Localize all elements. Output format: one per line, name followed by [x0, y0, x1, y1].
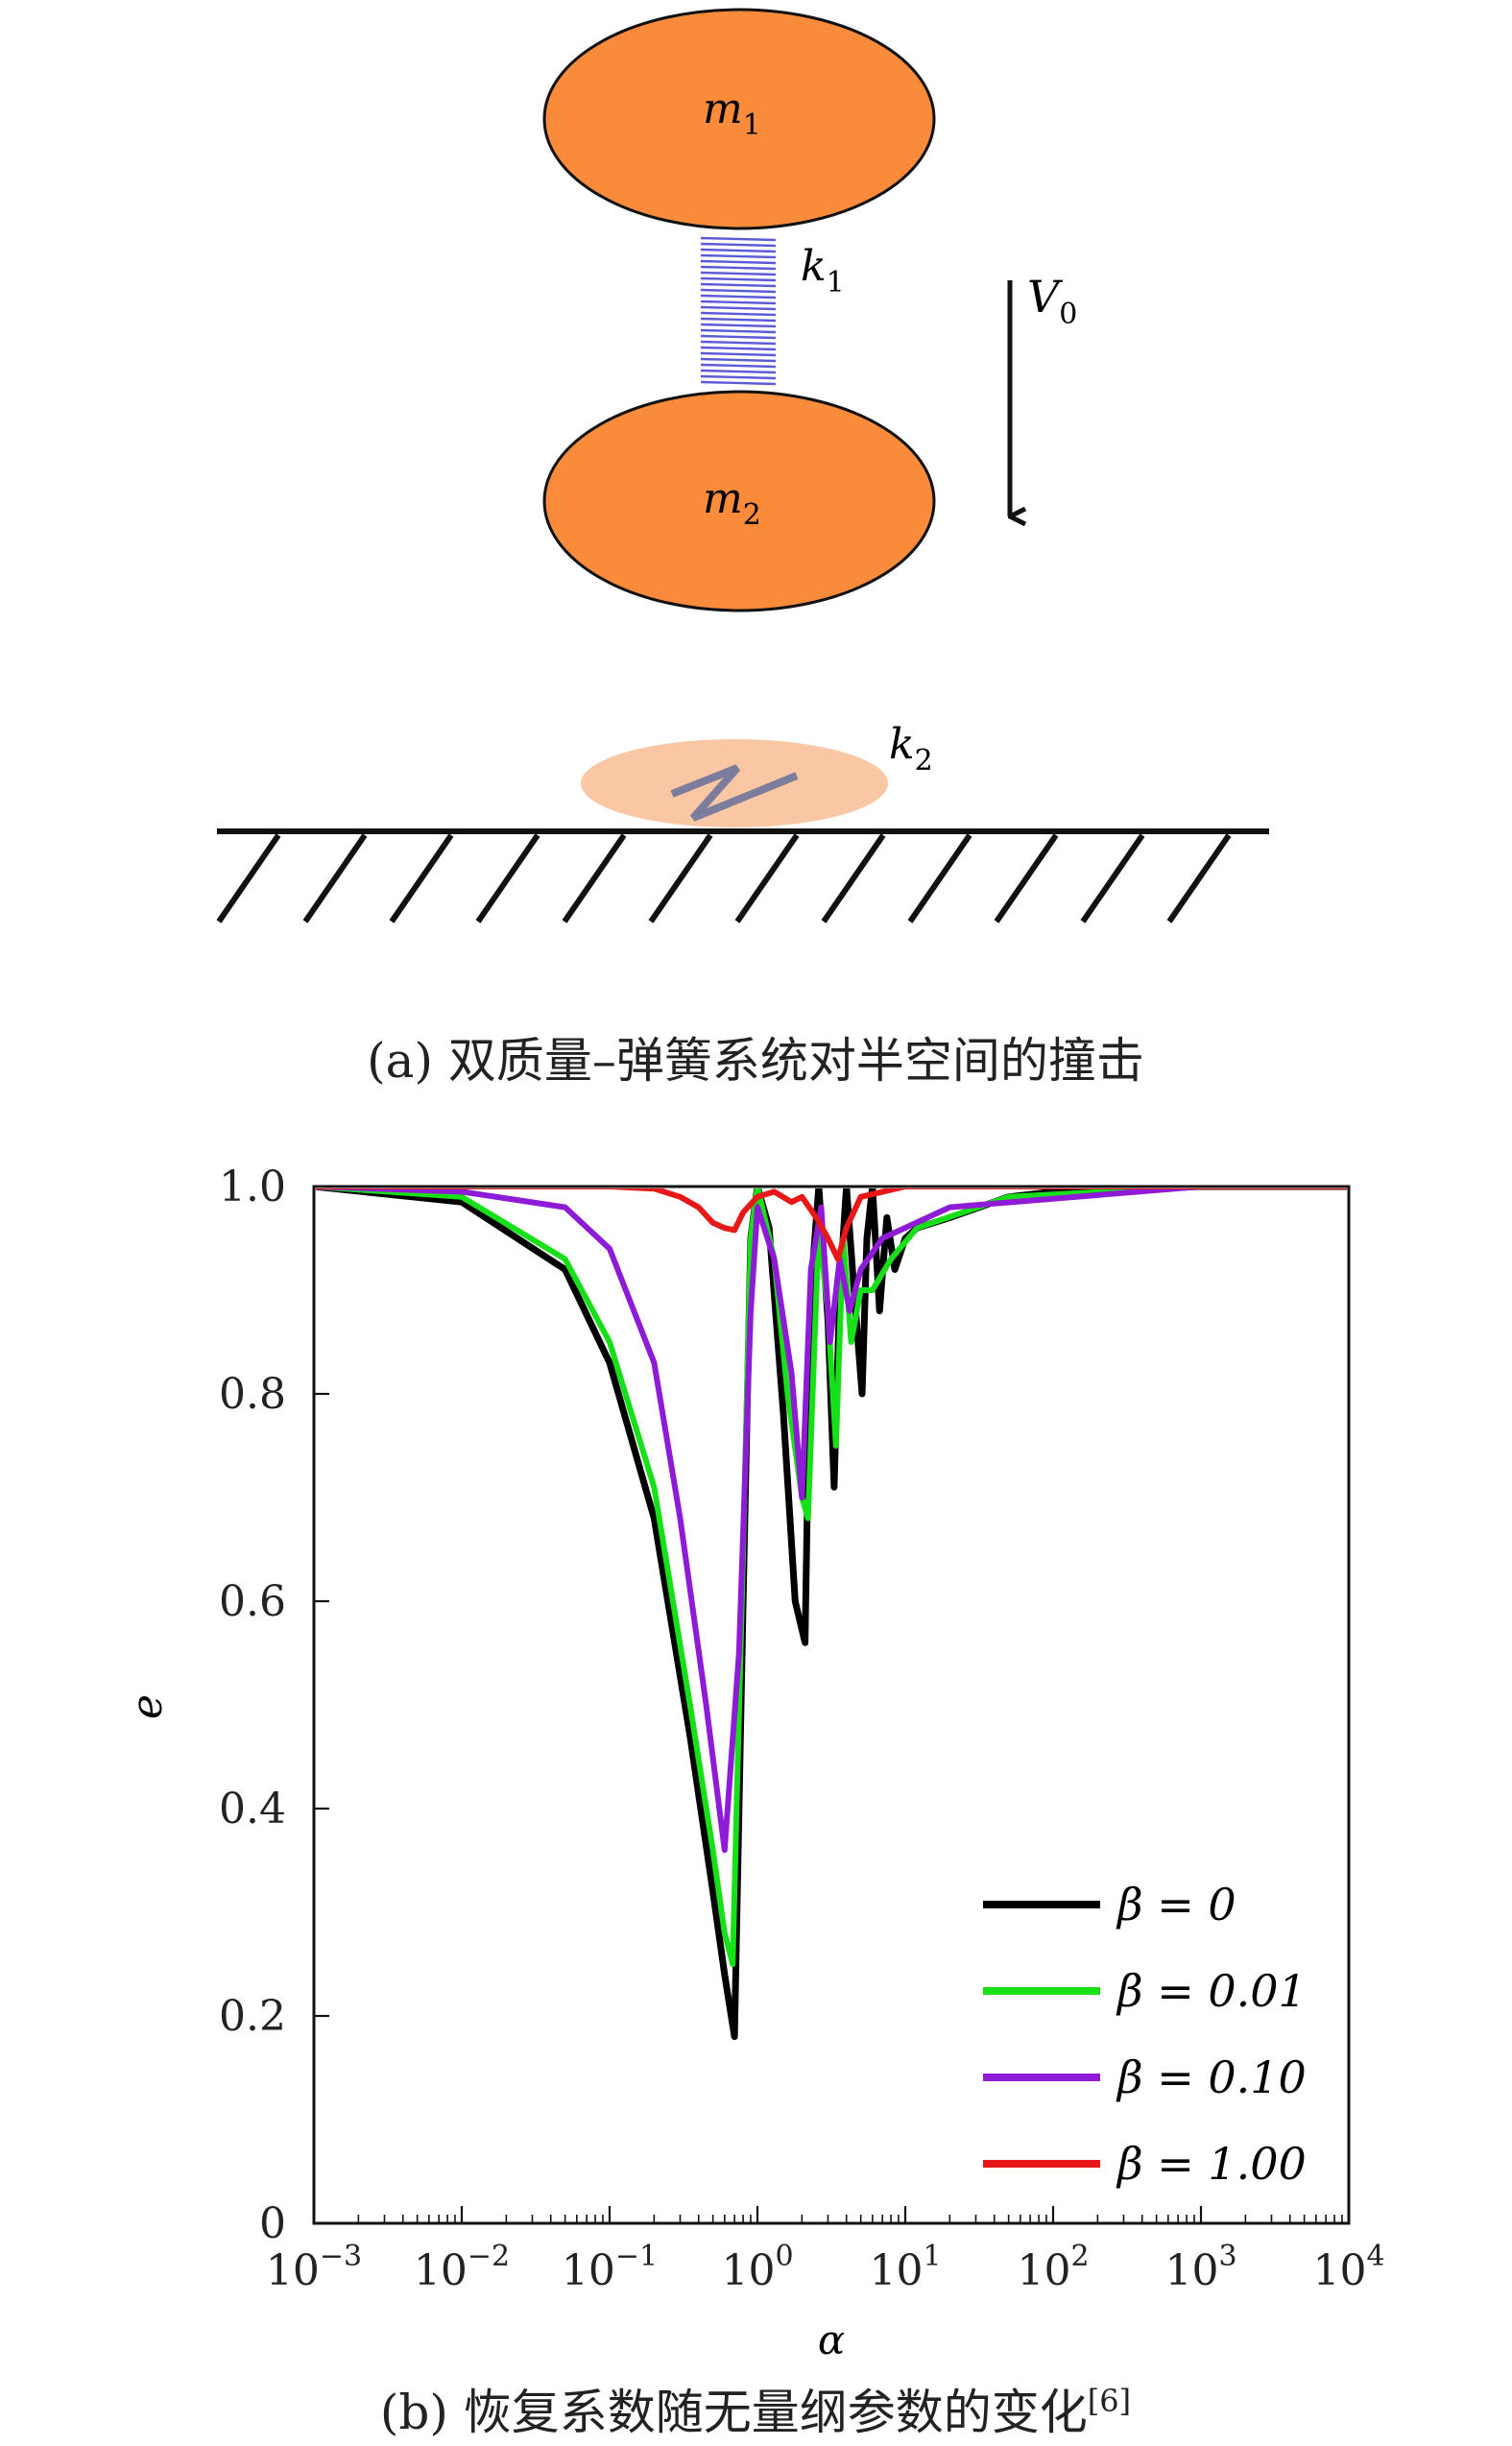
x-tick-label: 10−3	[266, 2240, 362, 2295]
panel-a-diagram: m1 k1 m2 V0 k2 (a) 双质量–弹簧系统对半空间的撞击	[216, 8, 1269, 1089]
x-tick-label: 100	[721, 2240, 793, 2295]
spring-coil	[700, 276, 777, 282]
y-tick-label: 0.6	[219, 1577, 286, 1626]
mass-m1	[542, 8, 936, 230]
spring-coil	[700, 369, 777, 374]
ground-hatch-line	[1080, 833, 1145, 923]
x-tick-labels: 10−3 10−2 10−1 100 101 102 103 104	[266, 2240, 1385, 2295]
contact-zone	[581, 739, 888, 827]
series-line-1	[316, 1188, 1347, 1967]
spring-coil	[700, 323, 777, 328]
spring-k1	[700, 236, 777, 386]
spring-coil	[700, 374, 777, 380]
spring-coil	[700, 340, 777, 346]
spring-coil	[700, 305, 777, 311]
spring-k1-label: k1	[801, 242, 845, 300]
spring-coil	[700, 346, 777, 351]
mass-m1-label: m1	[703, 84, 761, 142]
x-minor-ticks	[357, 2215, 1343, 2223]
spring-coil	[700, 271, 777, 276]
spring-coil	[700, 363, 777, 369]
spring-coil	[700, 294, 777, 300]
spring-k2-label: k2	[889, 720, 933, 778]
mass-m2	[542, 390, 936, 612]
x-tick-label: 103	[1164, 2240, 1236, 2295]
ground-hatch-line	[994, 833, 1059, 923]
y-tick-label: 0	[259, 2199, 286, 2248]
y-tick-label: 0.8	[219, 1370, 286, 1419]
legend-label-2: β = 0.10	[1116, 2051, 1307, 2103]
ground-hatch-line	[216, 833, 281, 923]
x-tick-label: 10−1	[562, 2240, 658, 2295]
ground-hatch-line	[907, 833, 972, 923]
ground-hatch-line	[302, 833, 368, 923]
plot-frame	[312, 1185, 1351, 2225]
spring-coil	[700, 265, 777, 271]
panel-b-caption-ref: [6]	[1088, 2383, 1131, 2419]
legend-label-3: β = 1.00	[1116, 2138, 1307, 2190]
panel-b-caption: (b) 恢复系数随无量纲参数的变化[6]	[380, 2383, 1131, 2440]
ground-hatch-line	[821, 833, 886, 923]
y-tick-labels: 0 0.2 0.4 0.6 0.8 1.0	[219, 1163, 286, 2248]
x-tick-label: 101	[869, 2240, 941, 2295]
panel-a-caption: (a) 双质量–弹簧系统对半空间的撞击	[367, 1033, 1144, 1089]
legend: β = 0 β = 0.01 β = 0.10 β = 1.00	[983, 1879, 1307, 2190]
spring-coil	[700, 380, 777, 386]
ground-hatch-line	[389, 833, 454, 923]
spring-coil	[700, 351, 777, 357]
spring-coil	[700, 288, 777, 294]
ground-hatch-line	[562, 833, 627, 923]
ground-hatch-line	[734, 833, 800, 923]
spring-coil	[700, 242, 777, 248]
spring-coil	[700, 253, 777, 259]
spring-coil	[700, 259, 777, 265]
spring-coil	[700, 328, 777, 334]
velocity-label: V0	[1027, 271, 1077, 331]
x-tick-label: 104	[1312, 2240, 1384, 2295]
mass-m2-label: m2	[703, 474, 761, 532]
legend-label-1: β = 0.01	[1116, 1965, 1307, 2017]
spring-coil	[700, 282, 777, 288]
y-axis-label: e	[123, 1694, 172, 1719]
spring-coil	[700, 300, 777, 305]
y-tick-label: 0.4	[219, 1785, 286, 1834]
spring-coil	[700, 334, 777, 340]
spring-coil	[700, 357, 777, 363]
x-tick-label: 102	[1017, 2240, 1089, 2295]
series-line-3	[316, 1188, 1347, 1262]
legend-label-0: β = 0	[1116, 1879, 1236, 1930]
panel-b-chart: 10−3 10−2 10−1 100 101 102 103 104 0 0.2 0.4 0.6 0.…	[123, 1163, 1385, 2440]
spring-coil	[700, 311, 777, 317]
spring-coil	[700, 236, 777, 242]
ground-hatch-line	[1166, 833, 1232, 923]
spring-k2	[670, 764, 799, 822]
x-axis-label: α	[818, 2316, 845, 2363]
ground-hatch-line	[648, 833, 713, 923]
x-tick-label: 10−2	[414, 2240, 510, 2295]
ground-hatch-line	[475, 833, 540, 923]
ground-hatching	[216, 833, 1232, 923]
series-line-2	[316, 1188, 1347, 1854]
spring-coil	[700, 248, 777, 253]
y-tick-label: 1.0	[219, 1163, 286, 1211]
y-tick-label: 0.2	[219, 1992, 286, 2041]
series-layer	[316, 1188, 1347, 2041]
spring-coil	[700, 317, 777, 323]
panel-b-caption-text: (b) 恢复系数随无量纲参数的变化	[380, 2385, 1088, 2440]
major-ticks	[312, 1185, 1351, 2225]
